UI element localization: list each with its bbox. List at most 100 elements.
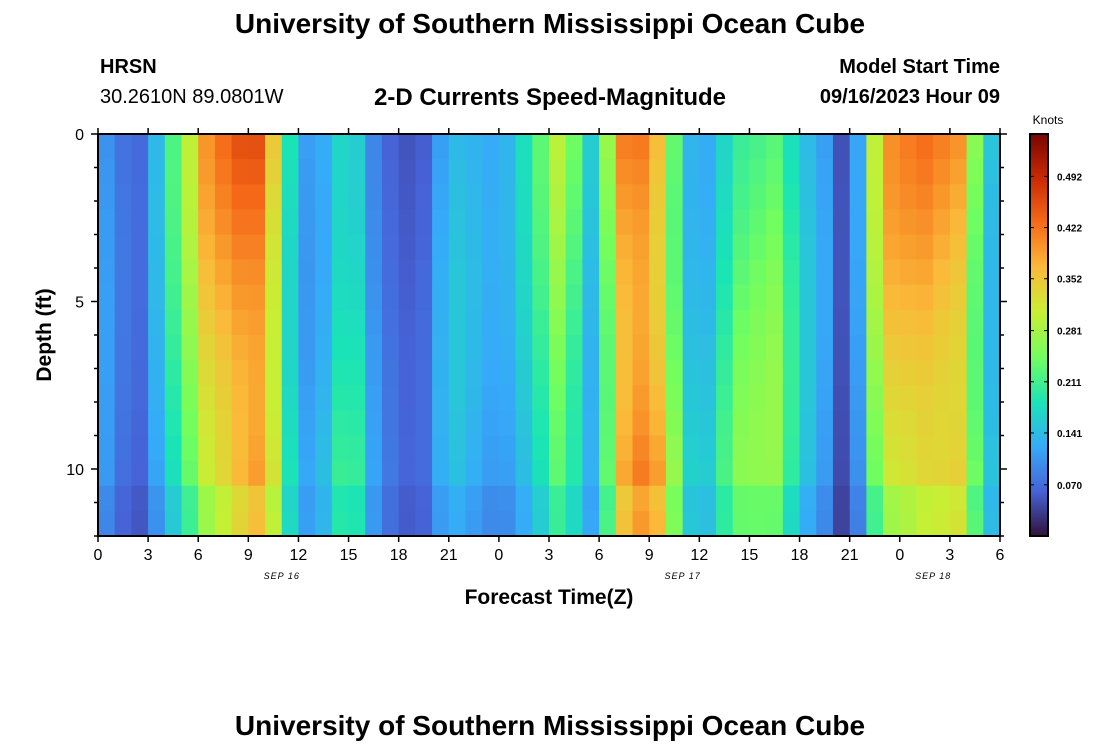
heatmap-cell: [699, 184, 717, 210]
heatmap-cell: [198, 435, 216, 462]
heatmap-cell: [933, 209, 951, 236]
heatmap-cell: [732, 184, 751, 210]
x-tick-label: 18: [390, 547, 408, 564]
date-label: SEP 17: [665, 571, 701, 581]
heatmap-cell: [532, 184, 550, 210]
heatmap-cell: [498, 435, 517, 462]
heatmap-cell: [716, 309, 734, 336]
heatmap-cell: [432, 159, 450, 185]
heatmap-cell: [565, 410, 583, 437]
heatmap-cell: [98, 510, 116, 537]
heatmap-cell: [665, 159, 684, 185]
heatmap-cell: [615, 485, 634, 512]
heatmap-cell: [164, 385, 183, 411]
heatmap-cell: [415, 284, 433, 311]
heatmap-cell: [899, 485, 918, 512]
heatmap-cell: [565, 385, 583, 411]
heatmap-cell: [131, 510, 149, 537]
heatmap-cell: [565, 460, 583, 487]
heatmap-cell: [98, 284, 116, 311]
heatmap-cell: [198, 510, 216, 537]
heatmap-cell: [248, 385, 266, 411]
heatmap-cell: [348, 284, 366, 311]
heatmap-cell: [716, 335, 734, 361]
heatmap-cell: [649, 209, 667, 236]
heatmap-cell: [331, 234, 350, 261]
heatmap-cell: [699, 309, 717, 336]
heatmap-cell: [298, 159, 316, 185]
heatmap-cell: [498, 385, 517, 411]
heatmap-cell: [632, 460, 650, 487]
heatmap-cell: [198, 309, 216, 336]
heatmap-cell: [214, 284, 233, 311]
heatmap-cell: [265, 385, 283, 411]
heatmap-cell: [615, 385, 634, 411]
x-tick-label: 3: [545, 547, 554, 564]
heatmap-cell: [582, 460, 600, 487]
heatmap-cell: [866, 284, 884, 311]
heatmap-cell: [498, 410, 517, 437]
heatmap-cell: [465, 184, 483, 210]
heatmap-cell: [782, 385, 801, 411]
heatmap-cell: [231, 134, 249, 160]
heatmap-cell: [315, 510, 333, 537]
heatmap-cell: [432, 134, 450, 160]
heatmap-cell: [682, 510, 700, 537]
heatmap-cell: [281, 510, 300, 537]
heatmap-cell: [214, 134, 233, 160]
heatmap-cell: [832, 159, 851, 185]
heatmap-cell: [732, 360, 751, 386]
heatmap-cell: [832, 360, 851, 386]
heatmap-cell: [265, 209, 283, 236]
heatmap-cell: [131, 234, 149, 261]
heatmap-cell: [682, 184, 700, 210]
heatmap-cell: [949, 335, 968, 361]
heatmap-cell: [298, 335, 316, 361]
heatmap-cell: [365, 259, 383, 286]
heatmap-cell: [649, 159, 667, 185]
heatmap-cell: [265, 410, 283, 437]
heatmap-cell: [281, 410, 300, 437]
heatmap-cell: [164, 360, 183, 386]
heatmap-cell: [749, 385, 767, 411]
heatmap-cell: [632, 234, 650, 261]
heatmap-cell: [799, 485, 817, 512]
heatmap-cell: [198, 284, 216, 311]
heatmap-cell: [899, 209, 918, 236]
heatmap-cell: [515, 284, 533, 311]
heatmap-cell: [114, 460, 132, 487]
heatmap-cell: [716, 134, 734, 160]
heatmap-cell: [699, 510, 717, 537]
heatmap-cell: [348, 309, 366, 336]
heatmap-cell: [398, 460, 416, 487]
heatmap-cell: [983, 159, 1001, 185]
heatmap-cell: [448, 460, 467, 487]
heatmap-cell: [615, 159, 634, 185]
heatmap-cell: [381, 460, 400, 487]
heatmap-cell: [632, 335, 650, 361]
heatmap-cell: [883, 159, 901, 185]
heatmap-cell: [415, 134, 433, 160]
heatmap-cell: [465, 410, 483, 437]
heatmap-cell: [782, 460, 801, 487]
heatmap-cell: [866, 309, 884, 336]
heatmap-cell: [365, 510, 383, 537]
heatmap-cell: [782, 159, 801, 185]
heatmap-cell: [365, 309, 383, 336]
heatmap-cell: [248, 234, 266, 261]
heatmap-cell: [983, 209, 1001, 236]
heatmap-cell: [432, 309, 450, 336]
heatmap-cell: [482, 284, 500, 311]
heatmap-cell: [782, 510, 801, 537]
heatmap-cell: [214, 184, 233, 210]
heatmap-cell: [933, 259, 951, 286]
heatmap-cell: [265, 335, 283, 361]
heatmap-cell: [899, 510, 918, 537]
heatmap-cell: [498, 184, 517, 210]
colorbar-tick-label: 0.141: [1057, 429, 1082, 440]
heatmap-cell: [381, 209, 400, 236]
heatmap-cell: [849, 510, 867, 537]
heatmap-cell: [933, 435, 951, 462]
heatmap-cell: [248, 309, 266, 336]
heatmap-cell: [298, 435, 316, 462]
